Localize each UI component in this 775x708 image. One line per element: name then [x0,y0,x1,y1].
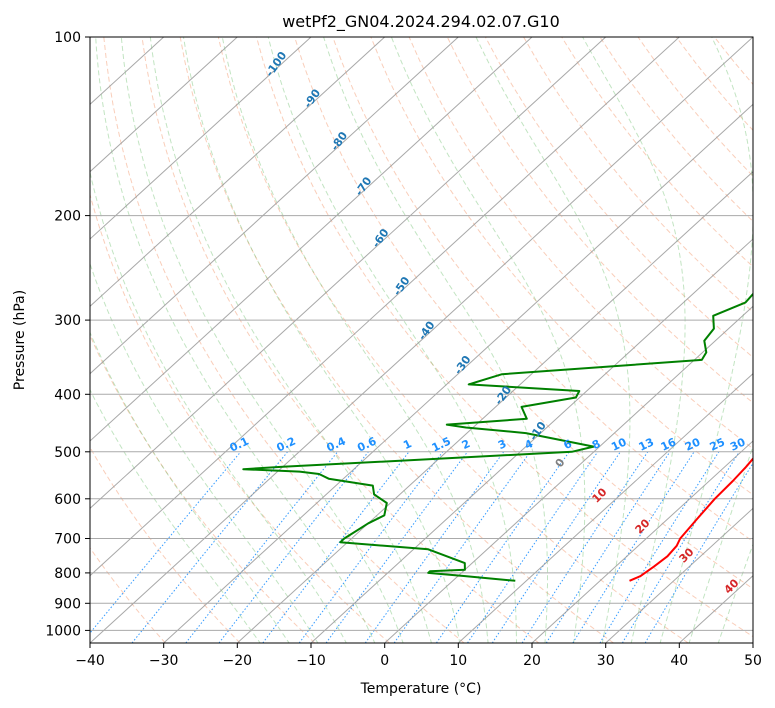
moist-adiabat [120,37,404,643]
y-tick-label: 400 [54,387,81,403]
mixing-ratio-label: 10 [609,435,629,453]
y-tick-label: 800 [54,566,81,582]
y-tick-label: 1000 [45,623,81,639]
moist-adiabat [149,37,432,643]
mixing-ratio-label: 16 [659,435,679,453]
dry-adiabat [294,37,753,590]
isotherm [457,372,753,643]
x-tick-label: 30 [597,653,615,669]
dry-adiabat [90,446,241,643]
moist-adiabat [90,262,319,643]
isotherm [90,37,459,375]
isotherm [90,37,386,308]
x-tick-label: 20 [523,653,541,669]
mixing-ratio-line [572,451,695,643]
mixing-ratio-line [298,451,444,643]
isotherm [90,37,753,643]
dry-adiabat [446,37,753,404]
mixing-ratio-line [621,451,740,643]
x-axis-label: Temperature (°C) [360,681,482,697]
y-tick-label: 900 [54,596,81,612]
dry-adiabat [523,37,753,313]
moist-adiabat [688,444,753,643]
isotherm [90,37,238,173]
mixing-ratio-line [545,451,671,643]
dry-adiabat [141,37,540,643]
x-tick-label: 50 [744,653,762,669]
mixing-ratio-line [644,462,753,643]
x-tick-label: −10 [296,653,326,669]
x-tick-label: 10 [449,653,467,669]
mixing-ratio-line [467,451,599,643]
mixing-ratio-label: 13 [637,436,656,454]
moist-adiabat [717,543,753,643]
isotherm [163,103,753,643]
mixing-ratio-line [325,451,468,643]
x-tick-label: 40 [670,653,688,669]
mixing-ratio-label: 30 [728,435,748,453]
x-tick-label: 0 [380,653,389,669]
moist-adiabat [90,331,290,643]
moist-adiabat [323,37,548,643]
mixing-ratio-line [435,451,570,643]
moist-adiabat [90,388,261,643]
moist-adiabat [95,37,376,643]
mixing-ratio-line [218,451,369,643]
mixing-ratio-line [90,451,242,634]
y-tick-label: 200 [54,209,81,225]
x-tick-label: −40 [75,653,105,669]
moist-adiabat [183,37,461,643]
dry-adiabat [217,37,689,643]
moist-adiabat [267,37,517,643]
isotherm [90,37,607,510]
dry-adiabat [179,37,614,643]
mixing-ratio-label: 20 [683,435,703,453]
moist-adiabat [582,37,686,643]
chart-title: wetPf2_GN04.2024.294.02.07.G10 [282,12,560,32]
temperature-line [629,457,753,582]
isotherm [90,37,312,240]
isotherm [310,238,753,643]
x-axis-ticks: −40 −30 −20 −10 0 10 20 30 40 50 [75,643,762,669]
y-tick-label: 300 [54,313,81,329]
background-lines [90,37,753,643]
grid-lines [90,37,753,643]
x-tick-label: −30 [149,653,179,669]
mixing-ratio-line [599,451,720,643]
y-tick-label: 700 [54,532,81,548]
isotherm [90,37,533,442]
isotherm [384,305,753,643]
mixing-ratio-label: 25 [708,436,727,454]
moist-adiabat [659,37,753,643]
moist-adiabat [390,37,586,643]
x-tick-label: −20 [223,653,253,669]
y-tick-label: 600 [54,492,81,508]
dewpoint-line [242,292,753,582]
moist-adiabat [475,37,631,643]
plot-frame [89,36,754,644]
isotherm [531,440,753,643]
y-tick-label: 100 [54,30,81,46]
moist-adiabat [90,170,347,643]
moist-adiabat [221,37,489,643]
dry-adiabat [370,37,753,496]
profile-lines [242,292,753,582]
mixing-ratio-line [491,451,621,643]
mixing-ratio-line [364,451,505,643]
y-axis-ticks: 100 200 300 400 500 600 700 800 900 1000 [45,30,90,639]
dry-adiabat [103,37,465,643]
dry-adiabat [90,334,316,643]
isotherm [90,37,680,577]
y-axis-label: Pressure (hPa) [12,290,28,390]
isotherm [605,507,753,643]
y-tick-label: 500 [54,445,81,461]
